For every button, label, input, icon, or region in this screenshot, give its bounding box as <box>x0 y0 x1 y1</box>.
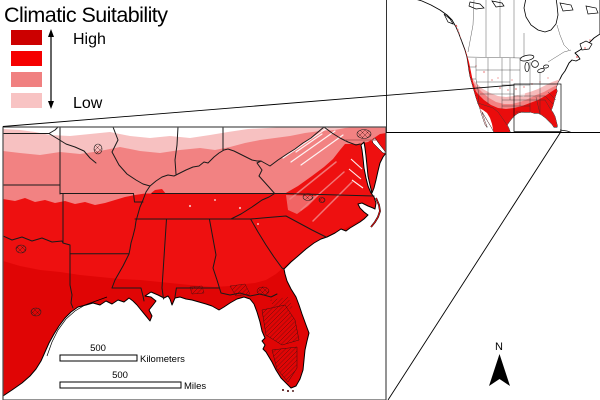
svg-text:N: N <box>495 341 503 353</box>
svg-text:500: 500 <box>90 343 106 354</box>
svg-text:Miles: Miles <box>184 381 206 392</box>
svg-text:Climatic Suitability: Climatic Suitability <box>4 3 168 27</box>
svg-text:Low: Low <box>73 95 103 112</box>
svg-text:Kilometers: Kilometers <box>140 354 185 365</box>
svg-text:High: High <box>73 31 106 48</box>
svg-text:500: 500 <box>112 370 128 381</box>
